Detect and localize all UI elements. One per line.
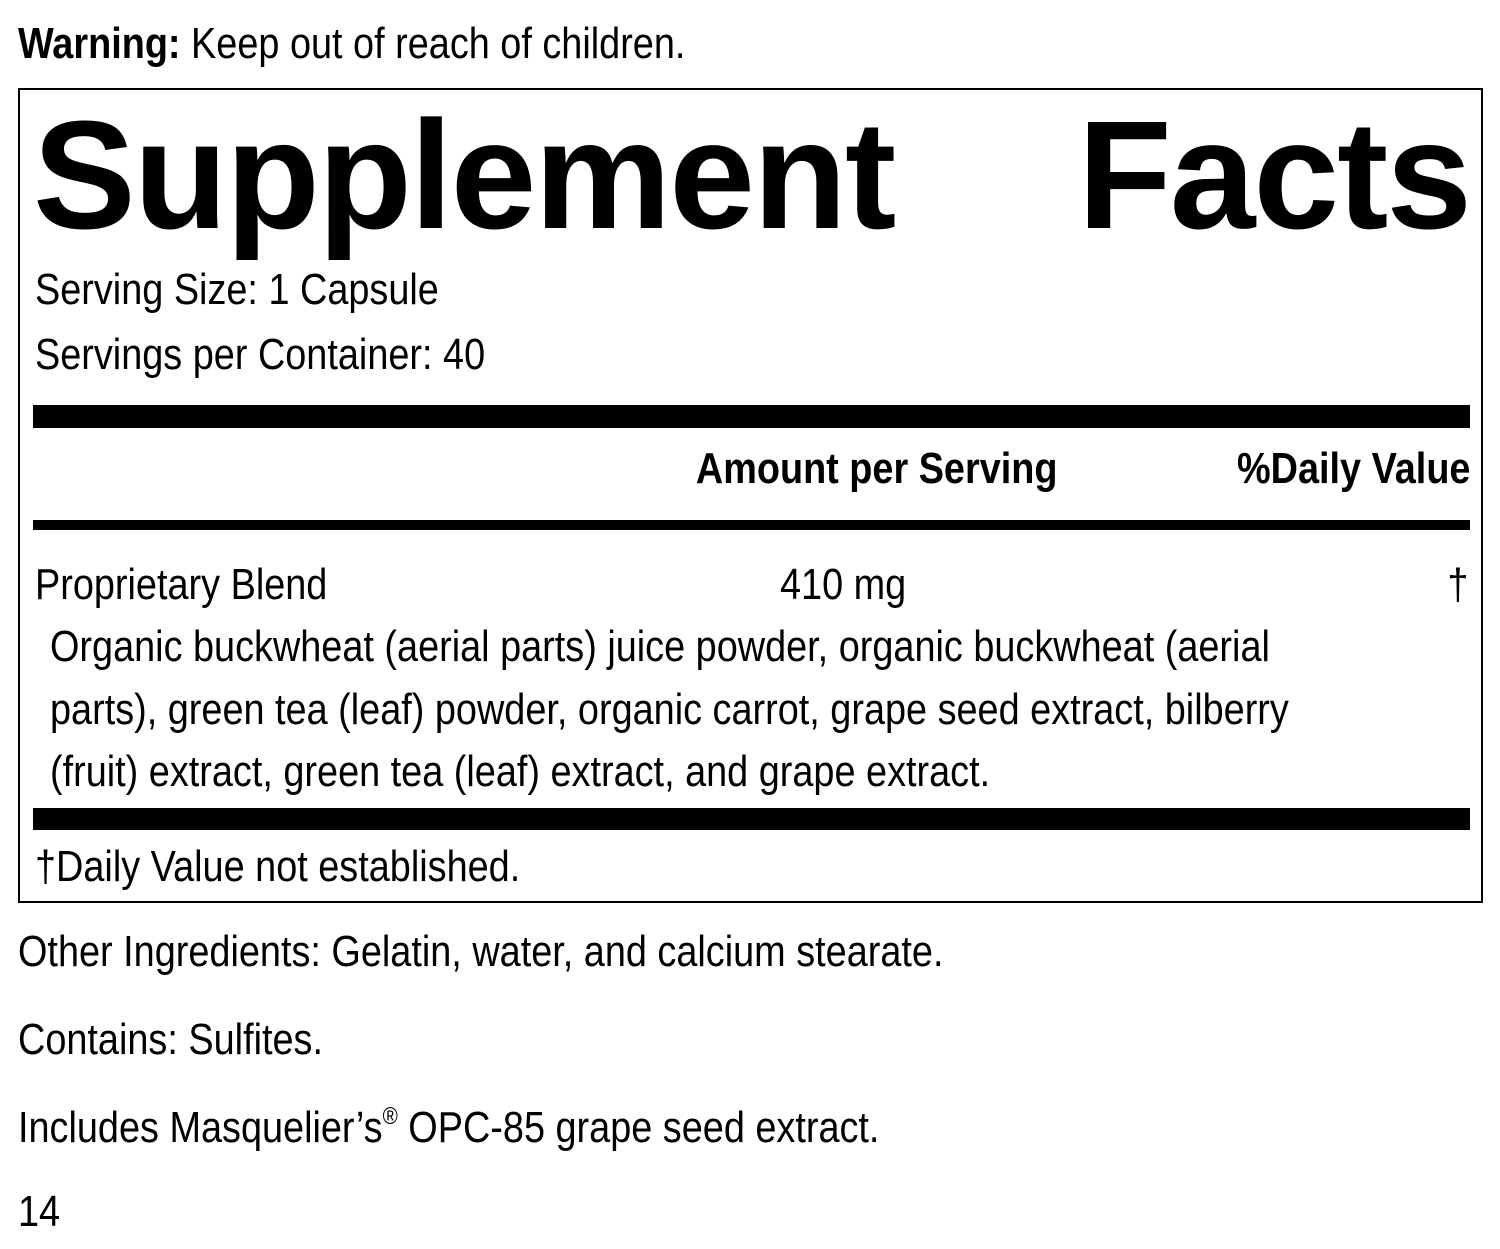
title-word-2: Facts — [1077, 89, 1472, 261]
blend-amount: 410 mg — [780, 560, 907, 609]
registered-mark: ® — [382, 1103, 398, 1130]
includes-text: Includes Masquelier’s — [18, 1103, 383, 1152]
serving-size: Serving Size: 1 Capsule — [35, 265, 439, 314]
footnote: †Daily Value not established. — [35, 842, 521, 891]
ingredient-line: parts), green tea (leaf) powder, organic… — [50, 685, 1289, 734]
contains: Contains: Sulfites. — [18, 1015, 323, 1064]
panel-title: Supplement Facts — [33, 89, 1472, 261]
warning: Warning: Keep out of reach of children. — [18, 22, 685, 66]
title-word-1: Supplement — [33, 89, 896, 261]
thick-divider — [33, 405, 1470, 428]
header-daily-value: %Daily Value — [1236, 444, 1470, 493]
servings-per-container: Servings per Container: 40 — [35, 330, 486, 379]
blend-daily-value: † — [1446, 560, 1468, 609]
thick-divider — [33, 808, 1470, 830]
warning-text: Keep out of reach of children. — [180, 19, 686, 68]
supplement-facts-panel — [18, 88, 1483, 903]
page-number: 14 — [18, 1187, 61, 1236]
other-ingredients: Other Ingredients: Gelatin, water, and c… — [18, 927, 944, 976]
header-amount: Amount per Serving — [695, 444, 1057, 493]
includes-text-end: OPC-85 grape seed extract. — [397, 1103, 880, 1152]
blend-name: Proprietary Blend — [35, 560, 328, 609]
warning-label: Warning: — [18, 19, 181, 68]
ingredient-line: (fruit) extract, green tea (leaf) extrac… — [50, 747, 991, 796]
divider — [33, 520, 1470, 530]
ingredient-line: Organic buckwheat (aerial parts) juice p… — [50, 622, 1270, 671]
includes: Includes Masquelier’s® OPC-85 grape seed… — [18, 1105, 879, 1150]
